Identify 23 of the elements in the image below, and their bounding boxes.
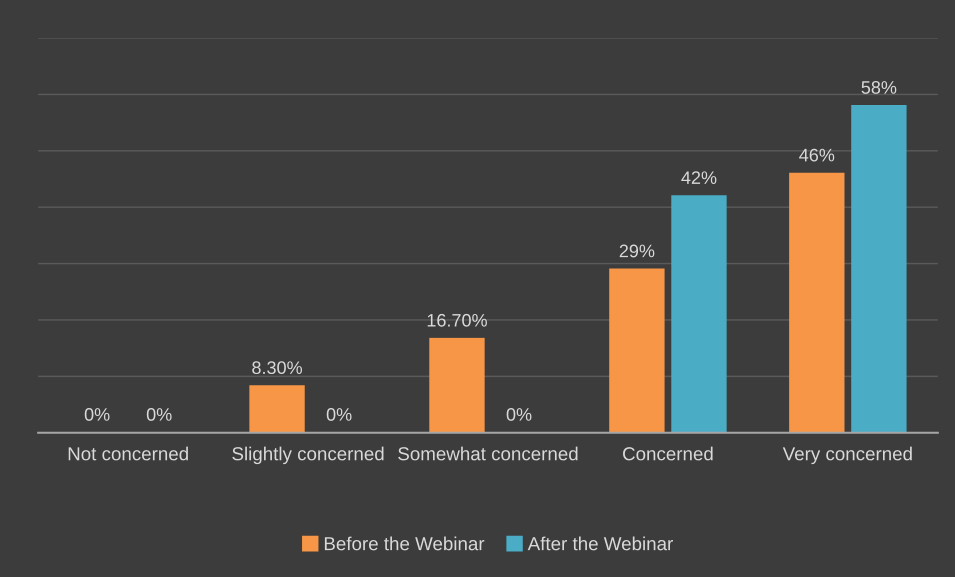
data-label: 8.30% — [252, 361, 302, 374]
legend-label: After the Webinar — [528, 536, 673, 550]
data-label: 58% — [862, 81, 896, 94]
x-tick-label: Somewhat concerned — [398, 446, 578, 460]
data-label: 0% — [326, 408, 352, 421]
legend-label: Before the Webinar — [324, 536, 484, 550]
data-label: 0% — [84, 408, 110, 421]
bar — [609, 268, 665, 433]
data-label: 0% — [506, 408, 532, 421]
data-label: 0% — [146, 408, 172, 421]
x-tick-label: Slightly concerned — [232, 446, 384, 464]
x-tick-label: Concerned — [623, 446, 713, 460]
x-tick-label: Very concerned — [782, 446, 912, 464]
x-tick-label: Not concerned — [68, 446, 188, 460]
bar — [249, 385, 305, 433]
data-label: 42% — [681, 171, 716, 184]
data-label: 46% — [799, 148, 834, 162]
data-label: 29% — [620, 244, 654, 258]
bar — [851, 105, 907, 433]
bar — [429, 338, 485, 433]
bar — [671, 195, 727, 433]
data-label: 16.70% — [428, 314, 487, 327]
bar — [789, 172, 844, 433]
